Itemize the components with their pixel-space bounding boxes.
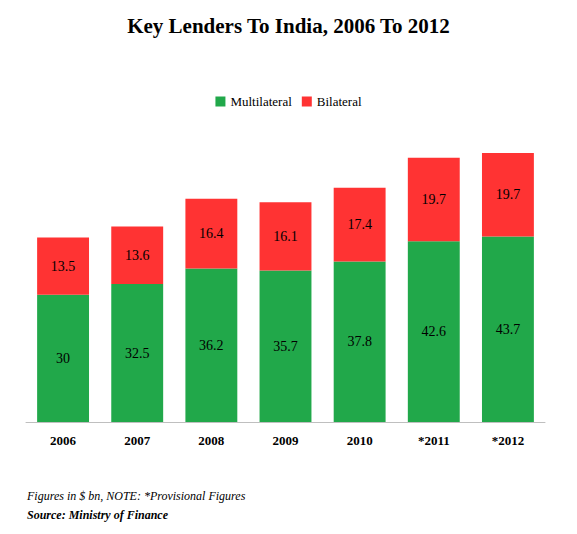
svg-text:Key Lenders To India, 2006 To: Key Lenders To India, 2006 To 2012 xyxy=(127,14,450,38)
svg-text:*2011: *2011 xyxy=(418,433,450,448)
svg-text:43.7: 43.7 xyxy=(496,322,521,337)
svg-text:Source: Ministry of Finance: Source: Ministry of Finance xyxy=(27,508,169,522)
svg-text:55.2: 55.2 xyxy=(347,168,373,184)
svg-text:2010: 2010 xyxy=(347,433,373,448)
svg-text:42.6: 42.6 xyxy=(422,324,447,339)
svg-text:51.8: 51.8 xyxy=(272,183,298,199)
svg-text:52.6: 52.6 xyxy=(198,179,225,195)
svg-text:2009: 2009 xyxy=(273,433,300,448)
svg-text:16.4: 16.4 xyxy=(199,226,224,241)
svg-text:19.7: 19.7 xyxy=(496,187,521,202)
svg-text:32.5: 32.5 xyxy=(125,346,150,361)
svg-text:63.4: 63.4 xyxy=(495,134,522,150)
svg-text:*2012: *2012 xyxy=(492,433,525,448)
svg-text:16.1: 16.1 xyxy=(273,229,298,244)
svg-text:30: 30 xyxy=(56,351,70,366)
svg-text:Figures in $ bn, NOTE: *Provis: Figures in $ bn, NOTE: *Provisional Figu… xyxy=(26,489,246,503)
svg-text:13.5: 13.5 xyxy=(51,259,75,274)
svg-text:35.7: 35.7 xyxy=(273,339,298,354)
svg-text:17.4: 17.4 xyxy=(347,217,372,232)
svg-text:2006: 2006 xyxy=(50,433,76,448)
svg-text:2008: 2008 xyxy=(198,433,225,448)
svg-text:46.1: 46.1 xyxy=(124,207,150,223)
svg-text:Multilateral: Multilateral xyxy=(230,94,292,109)
svg-text:13.6: 13.6 xyxy=(125,248,150,263)
svg-text:37.8: 37.8 xyxy=(347,334,372,349)
svg-text:19.7: 19.7 xyxy=(422,192,447,207)
svg-text:36.2: 36.2 xyxy=(199,338,224,353)
svg-text:Bilateral: Bilateral xyxy=(317,94,362,109)
svg-text:62.3: 62.3 xyxy=(421,138,447,154)
svg-text:43.5: 43.5 xyxy=(50,218,76,234)
svg-text:2007: 2007 xyxy=(124,433,151,448)
